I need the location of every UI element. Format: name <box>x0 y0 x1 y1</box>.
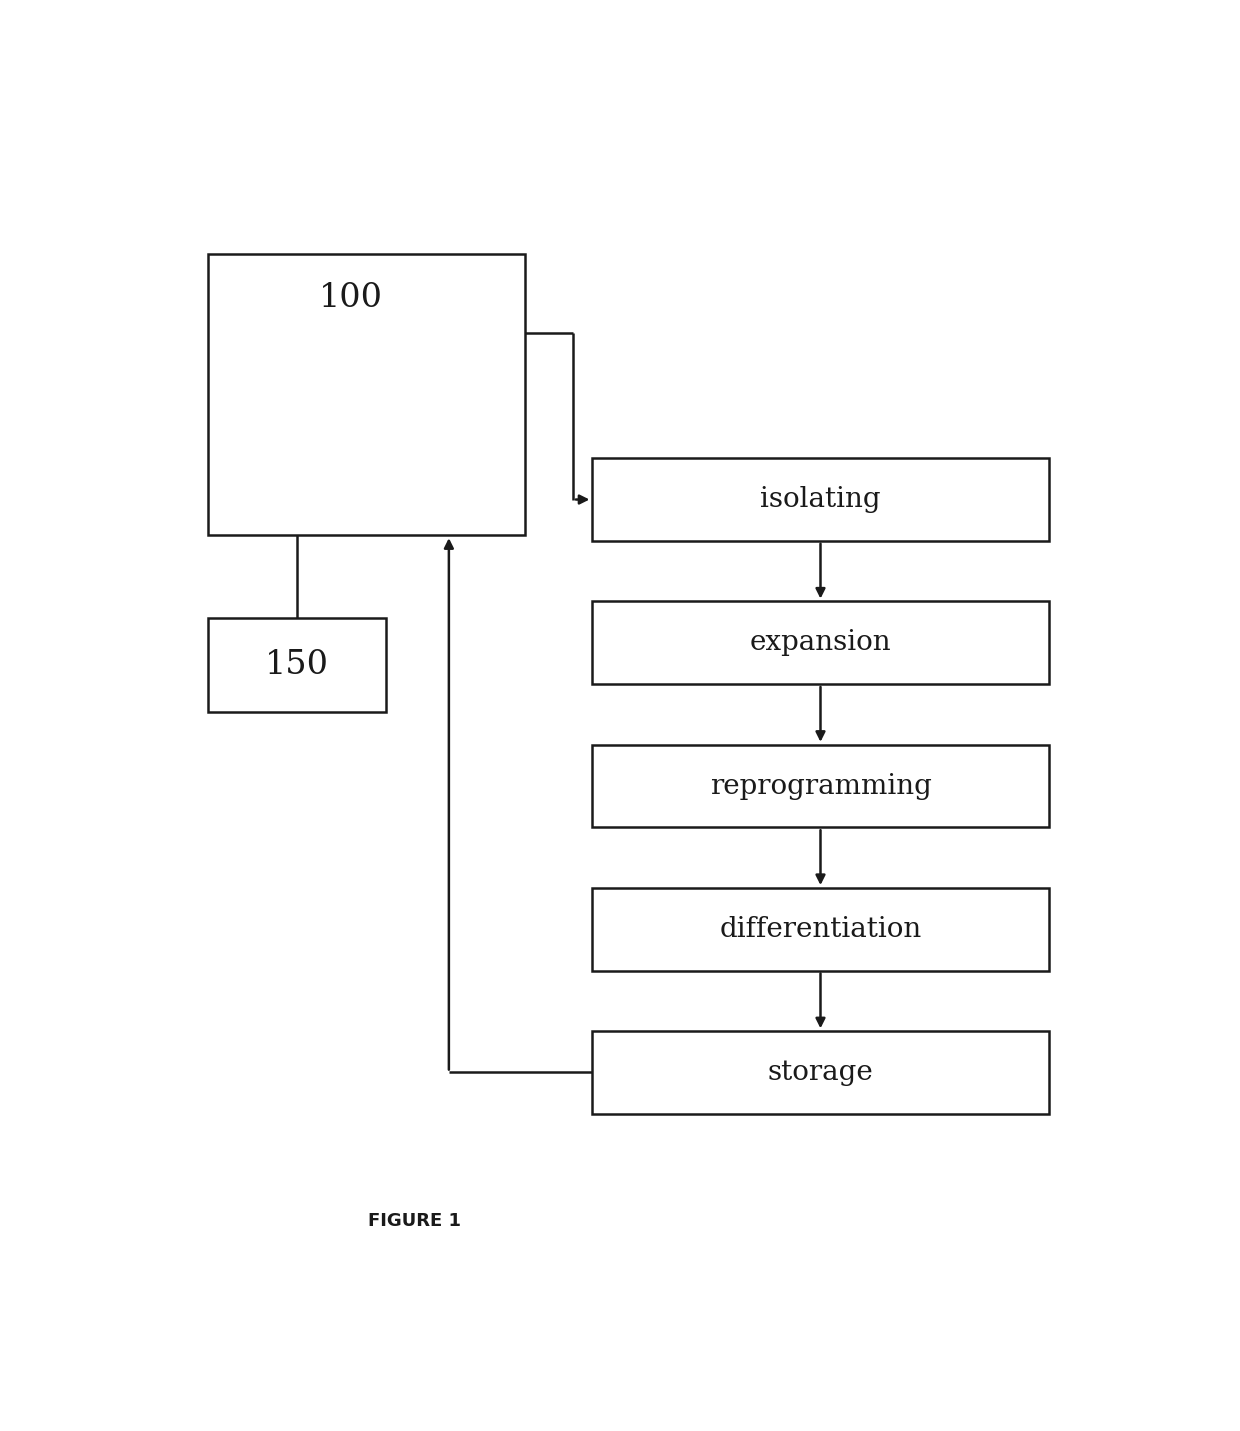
Bar <box>593 1032 1049 1113</box>
Text: FIGURE 1: FIGURE 1 <box>368 1212 461 1229</box>
Bar <box>593 744 1049 827</box>
Text: 100: 100 <box>319 282 383 313</box>
Bar <box>208 618 386 711</box>
Text: expansion: expansion <box>750 630 892 657</box>
Bar <box>593 887 1049 970</box>
Text: reprogramming: reprogramming <box>709 773 931 800</box>
Text: differentiation: differentiation <box>719 916 921 943</box>
Bar <box>593 458 1049 541</box>
Text: 150: 150 <box>265 648 329 681</box>
Bar <box>593 601 1049 684</box>
Text: isolating: isolating <box>760 487 880 514</box>
Text: storage: storage <box>768 1059 873 1086</box>
Bar <box>208 255 525 535</box>
